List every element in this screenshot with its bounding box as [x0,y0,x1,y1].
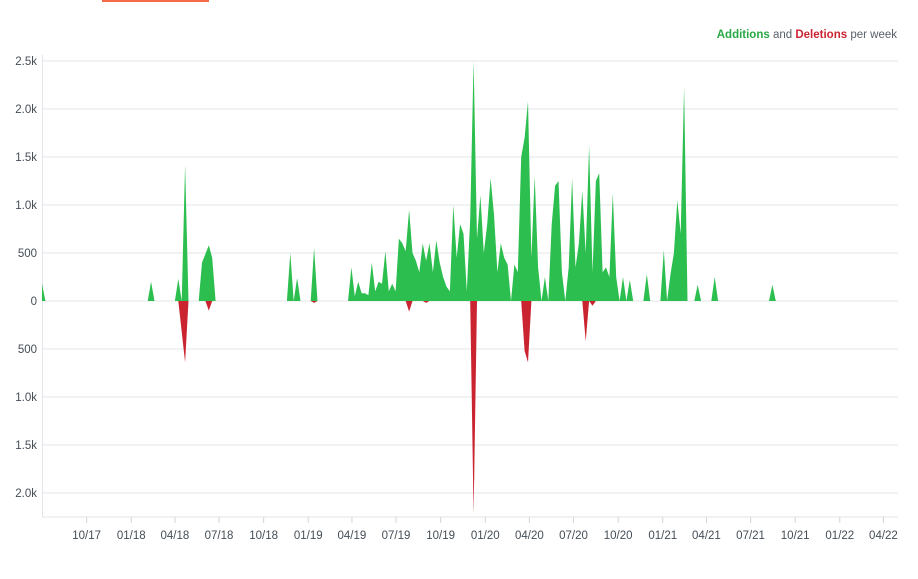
x-tick-label: 07/21 [736,530,765,542]
x-tick-label: 01/18 [117,530,146,542]
x-tick-label: 04/20 [515,530,544,542]
y-tick-label: 500 [18,344,37,356]
x-tick-label: 10/21 [781,530,810,542]
legend-and-text: and [772,29,793,41]
x-tick-label: 04/22 [869,530,898,542]
area-layer [42,61,776,515]
y-tick-label: 2.5k [15,56,37,68]
x-tick-label: 10/17 [72,530,101,542]
x-tick-label: 01/21 [648,530,677,542]
x-tick-label: 01/22 [825,530,854,542]
legend-additions-label: Additions [716,29,770,41]
x-tick-label: 04/21 [692,530,721,542]
y-tick-label: 1.0k [15,392,37,404]
legend-suffix-text: per week [850,29,897,41]
top-accent-bar [102,0,209,2]
x-tick-label: 01/19 [294,530,323,542]
axis-layer: 2.5k 2.0k 1.5k 1.0k 500 0 500 1.0k 1.5k 2.0k 10/17… [15,56,898,542]
x-tick-label: 10/18 [249,530,278,542]
x-tick-label: 04/18 [160,530,189,542]
x-tick-label: 10/20 [604,530,633,542]
deletions-area [178,301,596,515]
x-tick-label: 04/19 [338,530,367,542]
y-tick-label: 2.0k [15,104,37,116]
chart-legend: Additions and Deletions per week [717,29,897,41]
y-tick-label: 500 [18,248,37,260]
y-tick-label: 1.0k [15,200,37,212]
additions-area [42,61,776,301]
y-tick-label: 1.5k [15,440,37,452]
y-tick-label: 1.5k [15,152,37,164]
legend-deletions-label: Deletions [795,29,848,41]
y-tick-label: 0 [31,296,37,308]
x-tick-label: 07/18 [205,530,234,542]
x-tick-label: 01/20 [471,530,500,542]
y-tick-label: 2.0k [15,488,37,500]
x-tick-label: 07/20 [559,530,588,542]
x-tick-label: 07/19 [382,530,411,542]
x-tick-label: 10/19 [426,530,455,542]
